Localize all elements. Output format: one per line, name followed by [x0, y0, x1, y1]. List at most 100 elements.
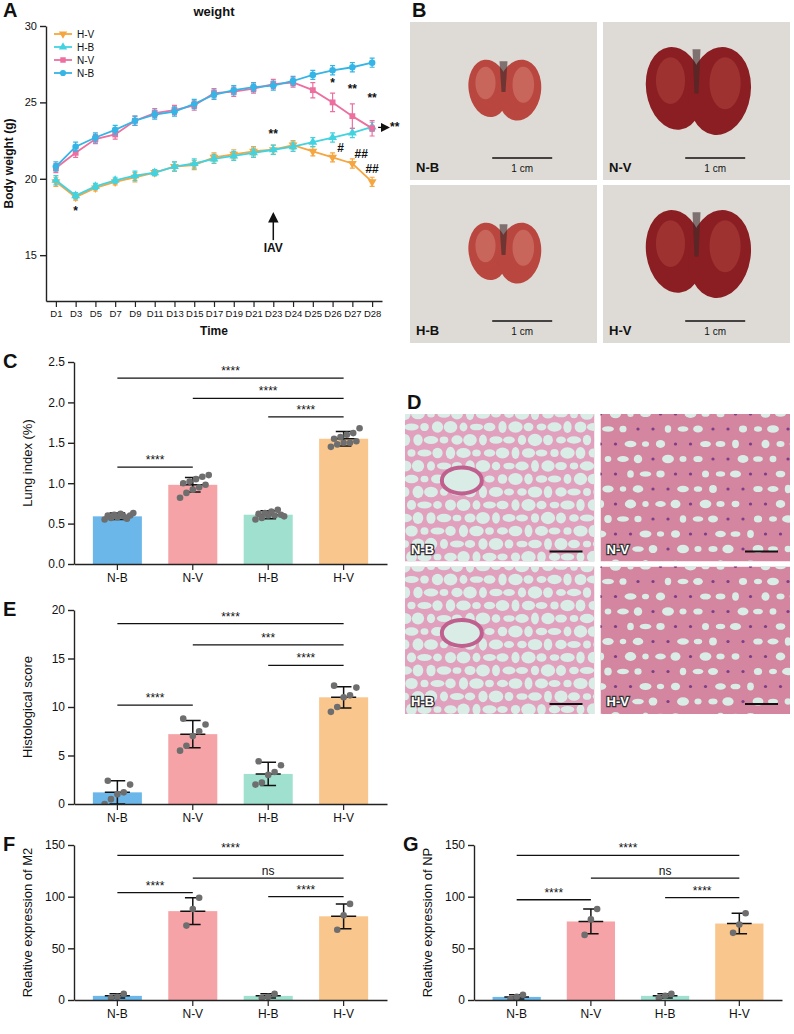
alveolus	[424, 588, 439, 596]
data-point	[255, 511, 262, 518]
alveolus	[492, 512, 500, 523]
alveolus	[555, 462, 567, 470]
alveolus	[785, 637, 790, 645]
marker	[111, 175, 120, 183]
nucleus	[704, 532, 707, 535]
alveolus	[469, 526, 484, 537]
nucleus	[651, 580, 654, 583]
x-tick-mark	[273, 301, 274, 307]
alveolus	[548, 680, 560, 687]
alveolus	[525, 525, 533, 537]
x-tick: D9	[129, 301, 141, 319]
alveolus	[482, 553, 496, 561]
alveolus	[570, 463, 578, 470]
data-point	[196, 728, 203, 735]
alveolus	[716, 567, 724, 570]
alveolus	[602, 426, 614, 432]
data-point	[183, 922, 190, 929]
legend-entry: N-V	[54, 55, 95, 66]
alveolus	[432, 448, 442, 458]
alveolus	[702, 623, 709, 630]
nucleus	[601, 625, 603, 628]
x-tick-mark	[135, 301, 136, 307]
alveolus	[754, 668, 762, 675]
alveolus	[640, 624, 652, 630]
x-tick: N-V	[581, 1000, 602, 1021]
x-tick: D26	[324, 301, 341, 319]
micrograph-label: N-V	[607, 542, 630, 557]
data-point	[193, 476, 200, 483]
nucleus	[666, 640, 669, 643]
alveolus	[617, 669, 629, 675]
data-point	[196, 894, 203, 901]
alveolus	[405, 567, 411, 573]
x-tick-mark	[253, 301, 254, 307]
x-tick: H-V	[333, 564, 354, 585]
y-tick-mark	[40, 179, 46, 180]
y-tick: 20	[52, 603, 74, 617]
alveolus	[504, 414, 514, 418]
alveolus	[580, 614, 594, 623]
data-point	[730, 930, 737, 937]
alveolus	[627, 414, 633, 417]
alveolus	[531, 613, 539, 625]
alveolus	[576, 447, 586, 459]
x-tick-mark	[343, 804, 344, 810]
x-tick-label: D24	[285, 308, 302, 319]
bar	[319, 439, 368, 564]
alveolus	[489, 690, 504, 702]
data-point	[120, 991, 127, 998]
x-tick: N-V	[182, 1000, 203, 1021]
data-point	[337, 434, 344, 441]
alveolus	[420, 527, 428, 535]
alveolus	[405, 525, 418, 536]
alveolus	[610, 567, 621, 571]
tissue	[405, 567, 595, 715]
alveolus	[476, 512, 490, 524]
alveolus	[413, 587, 422, 598]
alveolus	[634, 607, 642, 616]
image-panel: DN-BN-VH-BH-V	[398, 391, 794, 729]
data-point	[252, 516, 259, 523]
alveolus	[627, 470, 634, 478]
y-tick: 10	[52, 700, 74, 714]
error-bar	[370, 121, 375, 136]
alveolus	[445, 652, 456, 663]
panel-letter: D	[407, 391, 421, 413]
alveolus	[570, 414, 578, 418]
y-tick-label: 15	[52, 652, 66, 666]
y-tick-mark	[68, 443, 74, 444]
alveolus	[671, 561, 680, 562]
panel-letter: E	[3, 598, 16, 620]
alveolus	[665, 578, 671, 585]
marker	[289, 142, 298, 150]
alveolus	[554, 538, 567, 550]
alveolus	[432, 421, 443, 433]
x-tick-label: N-B	[107, 811, 128, 825]
alveolus	[776, 594, 784, 600]
marker	[249, 148, 258, 156]
error-bar	[350, 104, 355, 128]
x-tick-mark	[192, 1000, 193, 1006]
alveolus	[549, 706, 560, 714]
alveolus	[594, 586, 595, 598]
alveolus	[491, 414, 501, 417]
alveolus	[531, 414, 539, 420]
nucleus	[711, 610, 714, 613]
alveolus	[620, 486, 626, 492]
alveolus	[511, 652, 519, 664]
data-point	[588, 916, 595, 923]
data-point	[742, 910, 749, 917]
alveolus	[633, 638, 644, 645]
marker	[191, 101, 198, 108]
alveolus	[453, 667, 462, 674]
alveolus	[716, 414, 724, 417]
marker	[328, 155, 337, 163]
y-tick-label: 0.5	[48, 517, 65, 531]
alveolus	[463, 434, 477, 446]
x-tick-label: N-V	[182, 811, 203, 825]
error-bar	[73, 142, 78, 151]
series	[53, 58, 376, 171]
x-tick-label: D27	[344, 308, 361, 319]
nucleus	[601, 472, 603, 475]
